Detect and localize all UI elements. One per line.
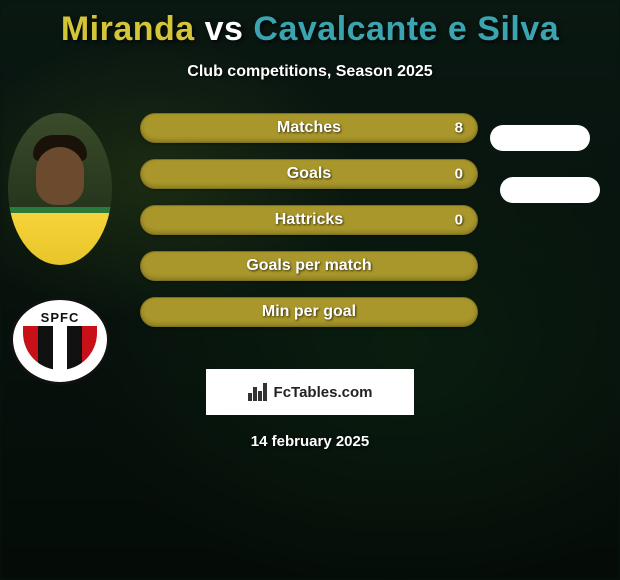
stat-bar-fill: Goals 0 [140, 159, 478, 189]
stat-value: 0 [455, 166, 463, 183]
badge-stripes [23, 326, 97, 370]
stat-row: Hattricks 0 [140, 205, 480, 235]
player1-avatar [8, 113, 112, 265]
player1-name: Miranda [61, 10, 195, 48]
attribution-text: FcTables.com [274, 384, 373, 401]
stat-row: Goals per match [140, 251, 480, 281]
player1-column: SPFC [8, 113, 112, 385]
player2-stat-pill [490, 125, 590, 151]
bar-chart-icon [248, 383, 268, 401]
stat-row: Matches 8 [140, 113, 480, 143]
vs-text: vs [205, 10, 244, 48]
badge-stripe [23, 326, 38, 370]
stat-bar-fill: Hattricks 0 [140, 205, 478, 235]
avatar-jersey [8, 207, 112, 265]
page-title: Miranda vs Cavalcante e Silva [0, 0, 620, 49]
badge-stripe [67, 326, 82, 370]
stat-label: Goals per match [246, 257, 371, 275]
attribution-box[interactable]: FcTables.com [206, 369, 414, 415]
badge-shield: SPFC [10, 297, 110, 385]
badge-stripe [82, 326, 97, 370]
badge-stripe [53, 326, 68, 370]
stat-value: 0 [455, 212, 463, 229]
stat-value: 8 [455, 120, 463, 137]
stat-label: Matches [277, 119, 341, 137]
stat-row: Goals 0 [140, 159, 480, 189]
avatar-face [36, 147, 84, 205]
badge-stripe [38, 326, 53, 370]
stat-label: Hattricks [275, 211, 343, 229]
date-text: 14 february 2025 [0, 433, 620, 450]
stat-row: Min per goal [140, 297, 480, 327]
stat-label: Min per goal [262, 303, 356, 321]
subtitle: Club competitions, Season 2025 [0, 63, 620, 81]
badge-text: SPFC [41, 310, 80, 325]
player2-stat-pill [500, 177, 600, 203]
stat-bar-fill: Min per goal [140, 297, 478, 327]
stat-label: Goals [287, 165, 331, 183]
stat-bar-fill: Matches 8 [140, 113, 478, 143]
stat-bars: Matches 8 Goals 0 Hattricks 0 Goals per match M… [140, 113, 480, 327]
player2-name: Cavalcante e Silva [253, 10, 559, 48]
player1-club-badge: SPFC [10, 297, 110, 385]
stat-bar-fill: Goals per match [140, 251, 478, 281]
